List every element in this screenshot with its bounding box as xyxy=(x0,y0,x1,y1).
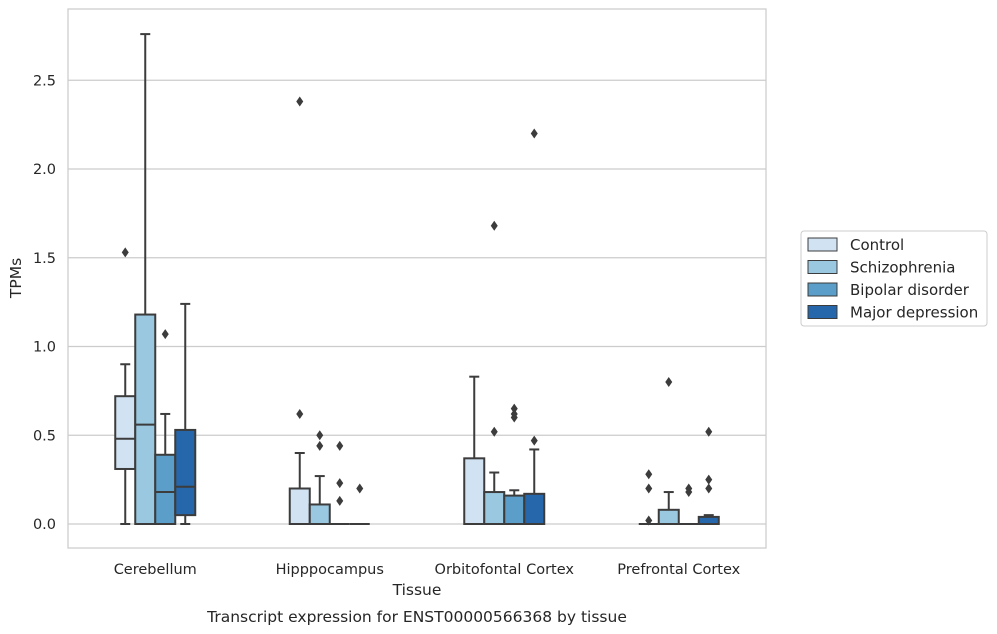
box xyxy=(174,428,197,517)
y-tick-label: 1.5 xyxy=(33,251,56,267)
box xyxy=(503,494,526,526)
outlier-point xyxy=(510,408,518,419)
y-tick-label: 0.5 xyxy=(33,428,56,444)
box xyxy=(697,515,720,526)
box-series xyxy=(114,33,720,526)
y-tick-label: 1.0 xyxy=(33,340,56,356)
x-tick-label: Cerebellum xyxy=(114,562,197,578)
box xyxy=(114,395,137,470)
y-tick-label: 0.0 xyxy=(33,517,56,533)
legend-swatch xyxy=(807,237,838,252)
legend-label: Bipolar disorder xyxy=(850,281,970,299)
outlier-point xyxy=(336,478,344,489)
box-group xyxy=(483,220,506,525)
box-group xyxy=(523,128,546,526)
legend-label: Schizophrenia xyxy=(850,259,955,277)
outlier-point xyxy=(296,96,304,107)
outlier-point xyxy=(356,483,364,494)
box-group xyxy=(349,483,370,525)
outlier-point xyxy=(705,474,713,485)
x-tick-labels: Cerebellum Hipppocampus Orbitofontal Corte… xyxy=(114,562,741,578)
y-tick-label: 2.0 xyxy=(33,162,56,178)
outlier-point xyxy=(296,408,304,419)
box-group xyxy=(134,33,157,525)
x-tick-label: Prefrontal Cortex xyxy=(617,562,740,578)
box-group xyxy=(697,426,720,526)
box xyxy=(483,491,506,525)
outlier-point xyxy=(665,377,673,387)
legend-swatch xyxy=(807,282,838,297)
legend-frame xyxy=(800,230,988,327)
outlier-point xyxy=(645,483,653,494)
outlier-point xyxy=(705,483,713,494)
box xyxy=(657,508,680,525)
outlier-point xyxy=(490,426,498,437)
box-group xyxy=(308,430,331,526)
box xyxy=(288,487,311,525)
x-tick-label: Orbitofontal Cortex xyxy=(435,562,575,578)
outlier-point xyxy=(161,329,169,340)
outlier-point xyxy=(530,128,538,139)
outlier-point xyxy=(645,469,653,480)
legend: Control Schizophrenia Bipolar disorder Majo… xyxy=(800,230,988,327)
box-group xyxy=(503,403,526,526)
outlier-point xyxy=(336,440,344,451)
box-group xyxy=(657,377,680,525)
chart-caption: Transcript expression for ENST0000056636… xyxy=(206,608,627,626)
y-tick-label: 2.5 xyxy=(33,73,56,89)
box-group xyxy=(174,302,197,525)
x-tick-label: Hipppocampus xyxy=(276,562,384,578)
box xyxy=(154,453,177,525)
outlier-point xyxy=(685,483,693,494)
outlier-point xyxy=(336,495,344,506)
legend-swatch xyxy=(807,260,838,274)
y-axis-label: TPMs xyxy=(7,258,25,299)
box xyxy=(134,313,157,525)
box-group xyxy=(329,440,350,525)
box-group xyxy=(678,483,699,525)
box xyxy=(308,503,331,526)
outlier-point xyxy=(530,435,538,446)
box xyxy=(523,492,546,526)
outlier-point xyxy=(510,403,518,414)
x-axis-label: Tissue xyxy=(392,581,442,599)
outlier-point xyxy=(490,220,498,231)
y-tick-labels: 0.0 0.5 1.0 1.5 2.0 2.5 xyxy=(33,73,56,533)
legend-swatch xyxy=(807,305,838,319)
outlier-point xyxy=(316,430,324,441)
outlier-point xyxy=(316,440,324,451)
box-group xyxy=(288,96,311,525)
outlier-point xyxy=(121,247,129,258)
box-group xyxy=(638,469,659,526)
outlier-point xyxy=(705,426,713,437)
outlier-point xyxy=(645,515,653,526)
legend-label: Control xyxy=(850,236,904,254)
legend-label: Major depression xyxy=(850,304,978,322)
box xyxy=(463,457,486,526)
